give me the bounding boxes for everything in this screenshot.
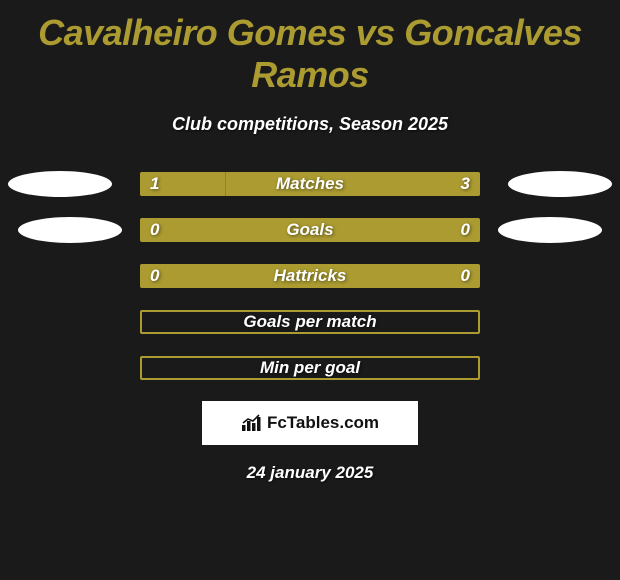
player-right-marker [508, 171, 612, 197]
stat-label: Min per goal [142, 358, 478, 378]
stat-bar: 1 Matches 3 [140, 172, 480, 196]
stat-label: Goals per match [142, 312, 478, 332]
stat-label: Matches [140, 174, 480, 194]
comparison-subtitle: Club competitions, Season 2025 [0, 114, 620, 135]
stat-bar: Min per goal [140, 356, 480, 380]
player-left-marker [18, 217, 122, 243]
comparison-title: Cavalheiro Gomes vs Goncalves Ramos [0, 0, 620, 96]
stat-right-value: 0 [461, 266, 470, 286]
bar-chart-icon [241, 414, 263, 432]
player-right-marker [498, 217, 602, 243]
stat-row-min-per-goal: Min per goal [0, 355, 620, 381]
stat-label: Hattricks [140, 266, 480, 286]
player-left-marker [8, 171, 112, 197]
stat-bar: Goals per match [140, 310, 480, 334]
generated-date: 24 january 2025 [0, 463, 620, 483]
stat-label: Goals [140, 220, 480, 240]
brand-text: FcTables.com [267, 413, 379, 433]
stat-right-value: 0 [461, 220, 470, 240]
stat-bar: 0 Goals 0 [140, 218, 480, 242]
stat-right-value: 3 [461, 174, 470, 194]
brand-badge: FcTables.com [202, 401, 418, 445]
stat-row-goals: 0 Goals 0 [0, 217, 620, 243]
stat-row-hattricks: 0 Hattricks 0 [0, 263, 620, 289]
stat-row-goals-per-match: Goals per match [0, 309, 620, 335]
stat-bar: 0 Hattricks 0 [140, 264, 480, 288]
stat-row-matches: 1 Matches 3 [0, 171, 620, 197]
stat-rows: 1 Matches 3 0 Goals 0 0 Hattricks 0 Goal… [0, 171, 620, 381]
